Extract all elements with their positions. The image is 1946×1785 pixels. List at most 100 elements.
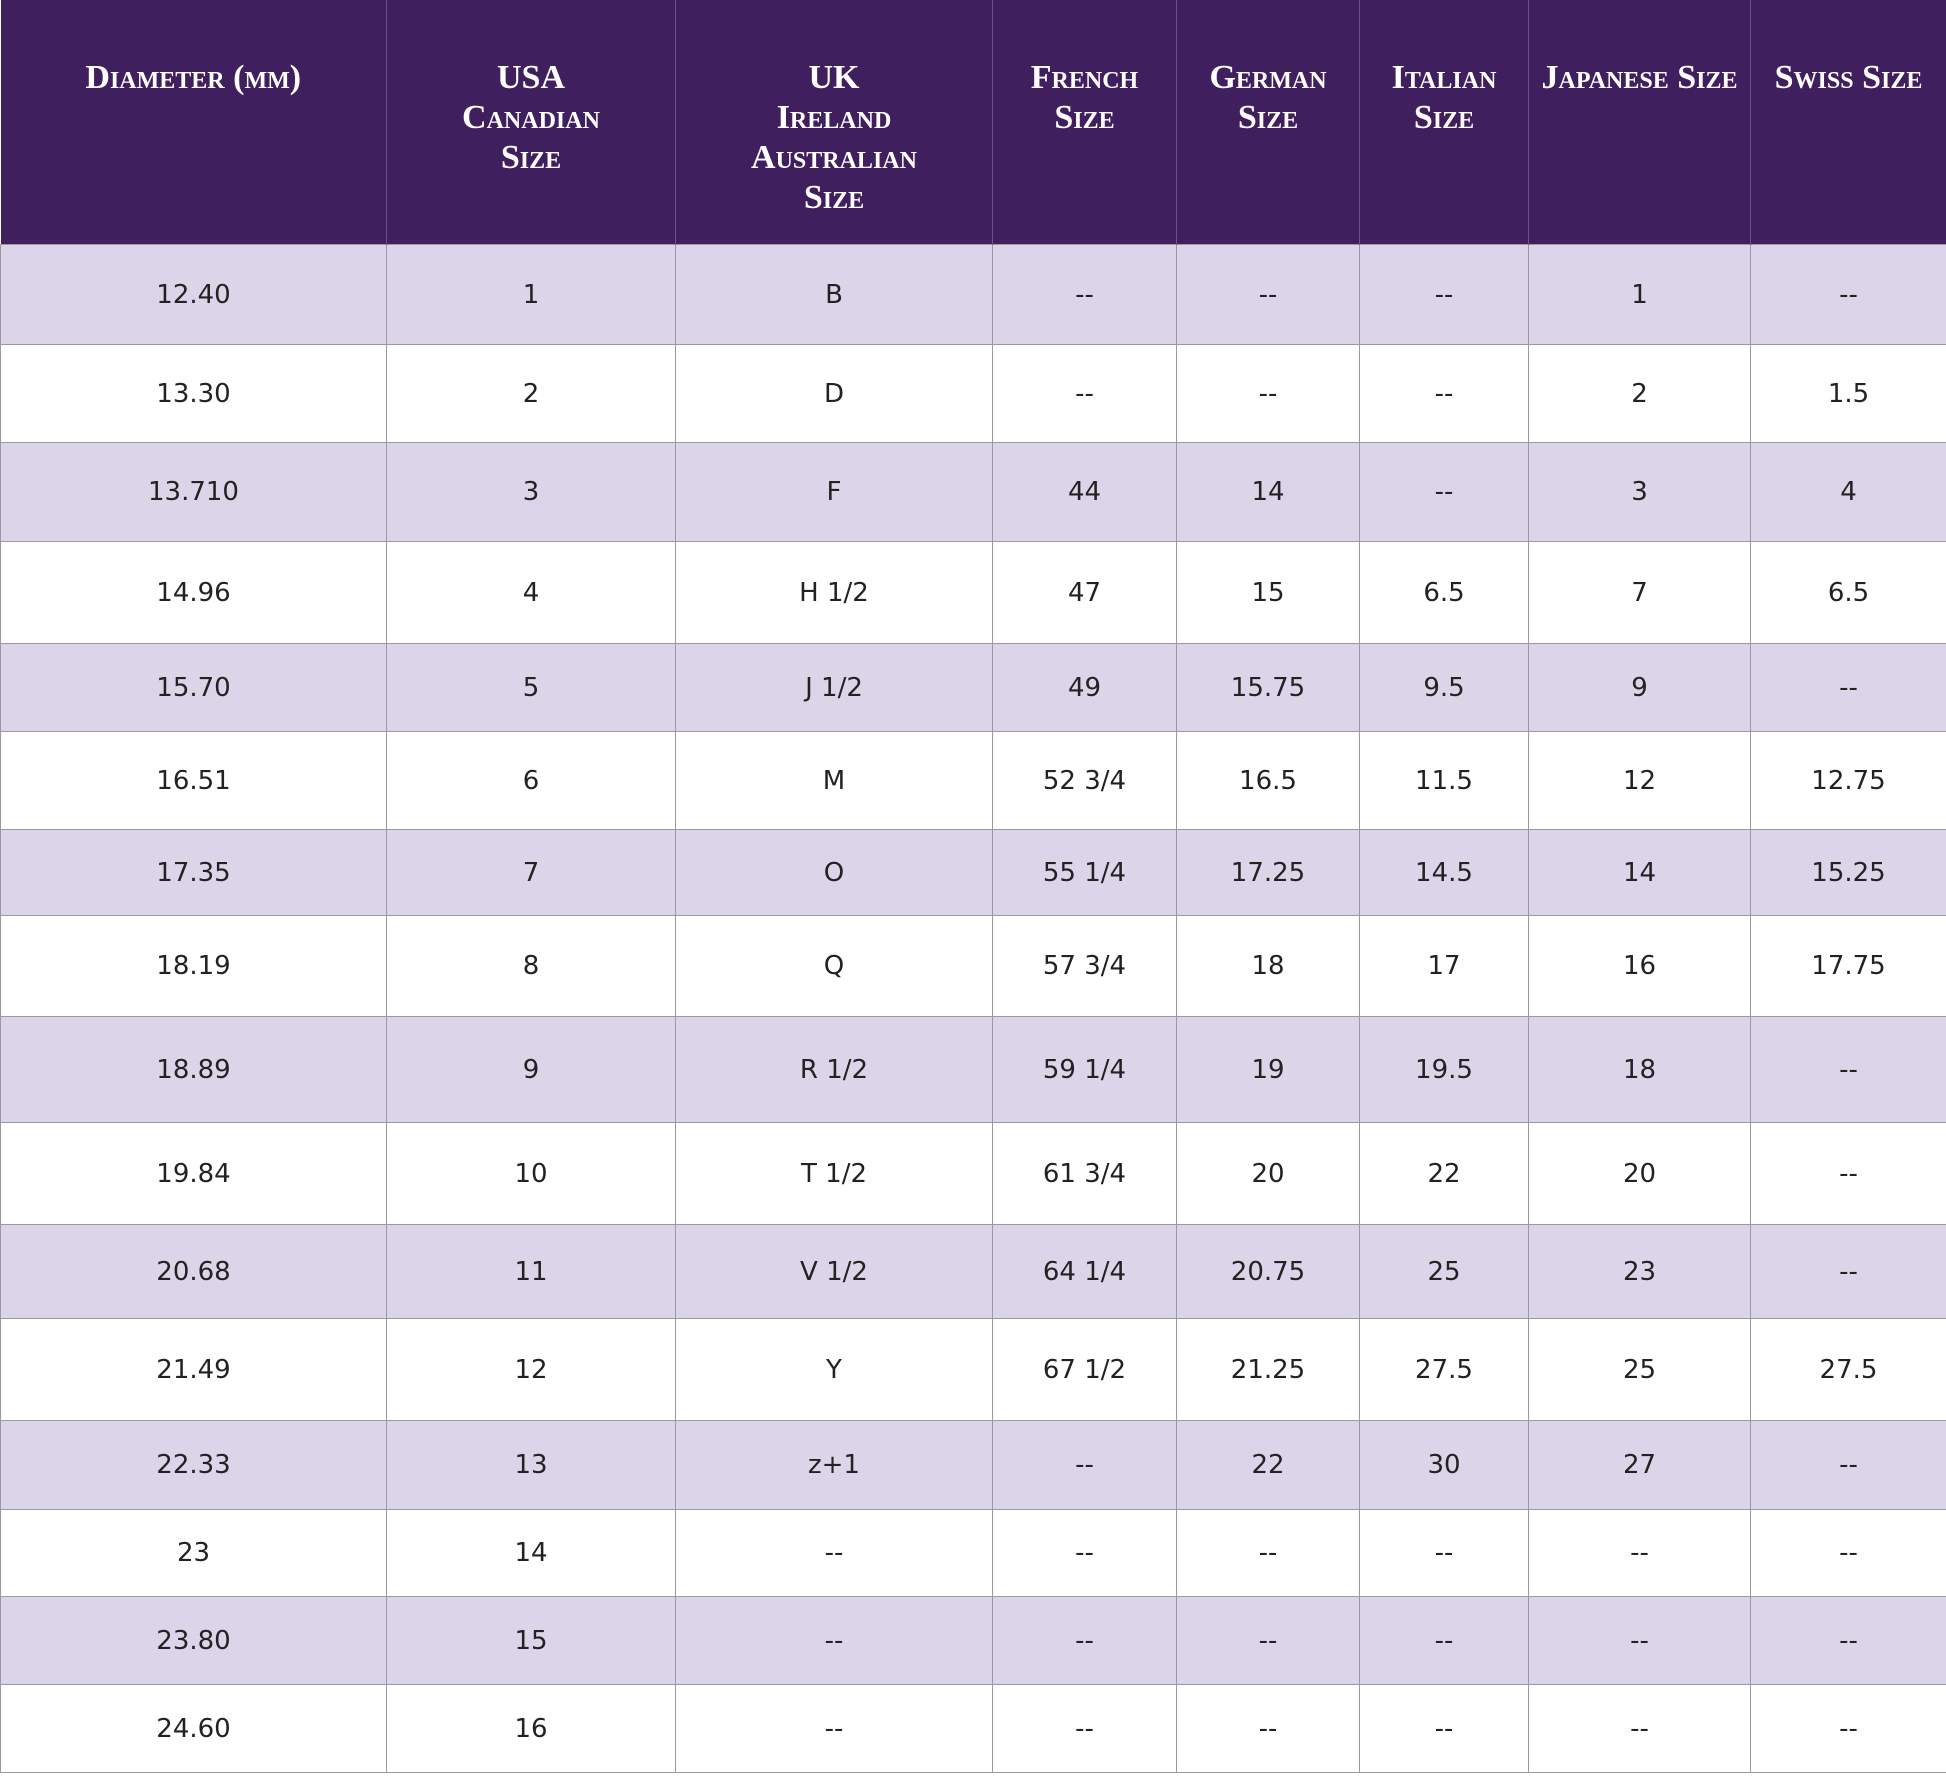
table-cell: V 1/2	[675, 1224, 993, 1319]
header-line: French	[1030, 59, 1139, 96]
table-cell: 24.60	[0, 1684, 387, 1773]
table-cell: 57 3/4	[992, 915, 1177, 1017]
table-cell: 20.68	[0, 1224, 387, 1319]
table-cell: 4	[1750, 442, 1946, 542]
header-line: UK	[808, 59, 860, 96]
table-cell: --	[1359, 1509, 1529, 1597]
table-cell: 23	[0, 1509, 387, 1597]
table-cell: 12	[386, 1318, 676, 1421]
table-cell: 12	[1528, 731, 1751, 830]
table-cell: 12.40	[0, 244, 387, 345]
table-cell: 14	[386, 1509, 676, 1597]
table-cell: --	[675, 1509, 993, 1597]
table-cell: 2	[386, 344, 676, 443]
table-cell: Y	[675, 1318, 993, 1421]
table-row: 13.710 3 F 44 14 -- 3 4	[0, 442, 1946, 542]
table-cell: --	[1359, 442, 1529, 542]
header-line: Size	[803, 179, 865, 216]
table-cell: 30	[1359, 1420, 1529, 1510]
table-cell: 25	[1359, 1224, 1529, 1319]
table-cell: 20	[1528, 1122, 1751, 1225]
table-cell: 1	[1528, 244, 1751, 345]
table-cell: T 1/2	[675, 1122, 993, 1225]
table-cell: 52 3/4	[992, 731, 1177, 830]
header-line: Size	[1054, 99, 1115, 136]
table-cell: 3	[386, 442, 676, 542]
table-cell: 22	[1359, 1122, 1529, 1225]
table-cell: 17.25	[1176, 829, 1360, 916]
table-cell: 64 1/4	[992, 1224, 1177, 1319]
header-line: Size	[1413, 99, 1475, 136]
table-cell: --	[992, 1684, 1177, 1773]
table-cell: 27.5	[1359, 1318, 1529, 1421]
table-cell: --	[675, 1684, 993, 1773]
table-cell: --	[992, 1596, 1177, 1685]
table-row: 20.68 11 V 1/2 64 1/4 20.75 25 23 --	[0, 1224, 1946, 1319]
table-cell: --	[1176, 1509, 1360, 1597]
table-cell: 13.30	[0, 344, 387, 443]
table-cell: 20	[1176, 1122, 1360, 1225]
table-cell: D	[675, 344, 993, 443]
table-cell: 47	[992, 541, 1177, 644]
table-cell: 27	[1528, 1420, 1751, 1510]
table-cell: --	[1176, 244, 1360, 345]
table-cell: 14	[1176, 442, 1360, 542]
table-cell: --	[992, 344, 1177, 443]
table-cell: z+1	[675, 1420, 993, 1510]
table-cell: 7	[1528, 541, 1751, 644]
table-cell: 18	[1176, 915, 1360, 1017]
table-cell: 27.5	[1750, 1318, 1946, 1421]
table-cell: --	[1528, 1509, 1751, 1597]
table-cell: 49	[992, 643, 1177, 732]
table-row: 17.35 7 O 55 1/4 17.25 14.5 14 15.25	[0, 829, 1946, 916]
table-cell: 18.89	[0, 1016, 387, 1123]
table-cell: 21.49	[0, 1318, 387, 1421]
table-cell: 10	[386, 1122, 676, 1225]
table-cell: 19.84	[0, 1122, 387, 1225]
table-cell: R 1/2	[675, 1016, 993, 1123]
table-cell: --	[675, 1596, 993, 1685]
table-row: 15.70 5 J 1/2 49 15.75 9.5 9 --	[0, 643, 1946, 732]
header-line: Japanese Size	[1541, 59, 1738, 96]
table-cell: 13	[386, 1420, 676, 1510]
table-cell: 14	[1528, 829, 1751, 916]
table-cell: 55 1/4	[992, 829, 1177, 916]
table-cell: --	[1359, 1684, 1529, 1773]
table-cell: --	[1176, 1684, 1360, 1773]
table-cell: 1.5	[1750, 344, 1946, 443]
table-cell: --	[1359, 1596, 1529, 1685]
table-row: 19.84 10 T 1/2 61 3/4 20 22 20 --	[0, 1122, 1946, 1225]
table-cell: 15.70	[0, 643, 387, 732]
table-cell: Q	[675, 915, 993, 1017]
table-cell: 19	[1176, 1016, 1360, 1123]
header-line: Swiss Size	[1774, 59, 1923, 96]
table-cell: 14.96	[0, 541, 387, 644]
table-cell: --	[1359, 244, 1529, 345]
table-cell: 14.5	[1359, 829, 1529, 916]
table-cell: --	[1528, 1596, 1751, 1685]
table-row: 18.89 9 R 1/2 59 1/4 19 19.5 18 --	[0, 1016, 1946, 1123]
table-cell: 17	[1359, 915, 1529, 1017]
table-cell: --	[1750, 1420, 1946, 1510]
table-row: 13.30 2 D -- -- -- 2 1.5	[0, 344, 1946, 443]
table-cell: 7	[386, 829, 676, 916]
table-cell: 12.75	[1750, 731, 1946, 830]
table-cell: 61 3/4	[992, 1122, 1177, 1225]
table-cell: 59 1/4	[992, 1016, 1177, 1123]
table-cell: 6	[386, 731, 676, 830]
table-cell: 20.75	[1176, 1224, 1360, 1319]
table-cell: 23	[1528, 1224, 1751, 1319]
table-cell: 1	[386, 244, 676, 345]
table-cell: 11	[386, 1224, 676, 1319]
table-cell: 9	[386, 1016, 676, 1123]
table-cell: 17.75	[1750, 915, 1946, 1017]
table-row: 18.19 8 Q 57 3/4 18 17 16 17.75	[0, 915, 1946, 1017]
table-cell: --	[1750, 244, 1946, 345]
table-cell: 3	[1528, 442, 1751, 542]
header-line: Canadian	[462, 99, 600, 136]
header-line: Ireland	[776, 99, 892, 136]
table-cell: --	[992, 1420, 1177, 1510]
table-cell: 23.80	[0, 1596, 387, 1685]
table-cell: 15	[386, 1596, 676, 1685]
table-cell: 15.25	[1750, 829, 1946, 916]
